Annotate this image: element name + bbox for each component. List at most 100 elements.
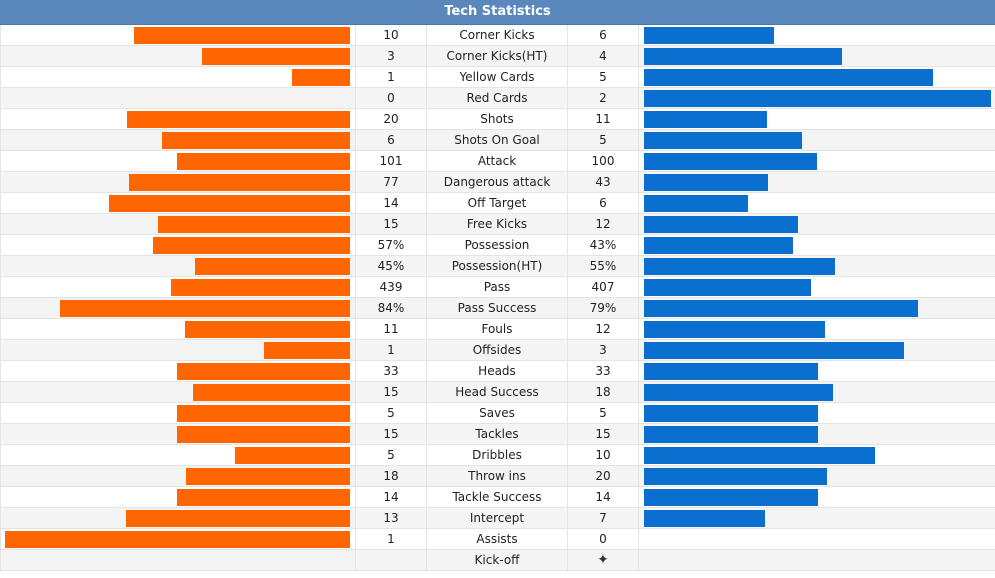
away-value: 5 bbox=[567, 129, 639, 151]
away-bar bbox=[644, 69, 933, 86]
stat-row: 15 Free Kicks 12 bbox=[0, 213, 995, 235]
home-value: 3 bbox=[355, 45, 427, 67]
stat-row: 84% Pass Success 79% bbox=[0, 297, 995, 319]
home-value: 18 bbox=[355, 465, 427, 487]
away-value: 43 bbox=[567, 171, 639, 193]
stat-label: Yellow Cards bbox=[426, 66, 568, 88]
away-bar bbox=[644, 447, 875, 464]
away-bar-cell bbox=[638, 276, 995, 298]
away-value: 10 bbox=[567, 444, 639, 466]
away-bar bbox=[644, 321, 825, 338]
away-bar-cell bbox=[638, 486, 995, 508]
stat-row: 20 Shots 11 bbox=[0, 108, 995, 130]
away-value: 6 bbox=[567, 25, 639, 46]
home-value: 15 bbox=[355, 381, 427, 403]
home-bar-cell bbox=[0, 213, 356, 235]
home-bar-cell bbox=[0, 192, 356, 214]
home-value: 77 bbox=[355, 171, 427, 193]
away-bar bbox=[644, 363, 818, 380]
home-bar bbox=[127, 111, 350, 128]
home-value: 5 bbox=[355, 444, 427, 466]
home-value: 45% bbox=[355, 255, 427, 277]
home-value: 11 bbox=[355, 318, 427, 340]
home-bar-cell bbox=[0, 528, 356, 550]
home-bar-cell bbox=[0, 339, 356, 361]
stats-table: 10 Corner Kicks 6 3 Corner Kicks(HT) 4 1 Yellow… bbox=[0, 25, 995, 571]
home-value: 14 bbox=[355, 486, 427, 508]
home-value: 6 bbox=[355, 129, 427, 151]
stat-label: Red Cards bbox=[426, 87, 568, 109]
home-bar-cell bbox=[0, 255, 356, 277]
home-bar bbox=[60, 300, 350, 317]
away-bar-cell bbox=[638, 66, 995, 88]
home-bar bbox=[177, 153, 350, 170]
away-value: 15 bbox=[567, 423, 639, 445]
away-value: 20 bbox=[567, 465, 639, 487]
stat-label: Offsides bbox=[426, 339, 568, 361]
away-value: 12 bbox=[567, 213, 639, 235]
away-bar bbox=[644, 237, 793, 254]
away-value: 12 bbox=[567, 318, 639, 340]
away-bar-cell bbox=[638, 381, 995, 403]
home-bar bbox=[195, 258, 350, 275]
home-bar bbox=[134, 27, 350, 44]
away-bar bbox=[644, 384, 833, 401]
stat-label: Corner Kicks bbox=[426, 25, 568, 46]
home-bar-cell bbox=[0, 360, 356, 382]
home-value: 57% bbox=[355, 234, 427, 256]
away-bar-cell bbox=[638, 45, 995, 67]
away-bar bbox=[644, 90, 991, 107]
stat-row: 5 Saves 5 bbox=[0, 402, 995, 424]
home-bar bbox=[177, 405, 350, 422]
home-bar bbox=[158, 216, 350, 233]
home-bar bbox=[264, 342, 350, 359]
home-bar-cell bbox=[0, 402, 356, 424]
home-bar-cell bbox=[0, 276, 356, 298]
stat-label: Corner Kicks(HT) bbox=[426, 45, 568, 67]
away-bar bbox=[644, 426, 818, 443]
home-bar-cell bbox=[0, 25, 356, 46]
home-value: 5 bbox=[355, 402, 427, 424]
away-bar bbox=[644, 300, 918, 317]
away-value: 79% bbox=[567, 297, 639, 319]
away-bar-cell bbox=[638, 108, 995, 130]
home-bar-cell bbox=[0, 423, 356, 445]
away-value: 407 bbox=[567, 276, 639, 298]
away-bar bbox=[644, 111, 767, 128]
home-value: 14 bbox=[355, 192, 427, 214]
away-value: 7 bbox=[567, 507, 639, 529]
away-value: 18 bbox=[567, 381, 639, 403]
home-value: 15 bbox=[355, 213, 427, 235]
home-bar-cell bbox=[0, 444, 356, 466]
stat-row: 1 Offsides 3 bbox=[0, 339, 995, 361]
away-bar-cell bbox=[638, 360, 995, 382]
home-bar bbox=[185, 321, 350, 338]
away-bar-cell bbox=[638, 192, 995, 214]
home-bar bbox=[193, 384, 350, 401]
away-bar-cell bbox=[638, 234, 995, 256]
away-value: 11 bbox=[567, 108, 639, 130]
home-value: 13 bbox=[355, 507, 427, 529]
away-bar bbox=[644, 342, 904, 359]
stat-row: 45% Possession(HT) 55% bbox=[0, 255, 995, 277]
stat-label: Free Kicks bbox=[426, 213, 568, 235]
home-value: 15 bbox=[355, 423, 427, 445]
home-value: 1 bbox=[355, 528, 427, 550]
home-bar bbox=[129, 174, 350, 191]
stat-label: Dangerous attack bbox=[426, 171, 568, 193]
stat-row: 1 Assists 0 bbox=[0, 528, 995, 550]
away-bar-cell bbox=[638, 444, 995, 466]
stat-label: Head Success bbox=[426, 381, 568, 403]
home-bar bbox=[162, 132, 350, 149]
away-bar bbox=[644, 258, 835, 275]
away-bar-cell bbox=[638, 318, 995, 340]
home-bar-cell bbox=[0, 129, 356, 151]
stat-row: 10 Corner Kicks 6 bbox=[0, 25, 995, 46]
stat-label: Throw ins bbox=[426, 465, 568, 487]
stat-row: 15 Tackles 15 bbox=[0, 423, 995, 445]
stat-row: 57% Possession 43% bbox=[0, 234, 995, 256]
away-bar-cell bbox=[638, 297, 995, 319]
stat-row: 15 Head Success 18 bbox=[0, 381, 995, 403]
stat-row: 14 Off Target 6 bbox=[0, 192, 995, 214]
stat-label: Shots bbox=[426, 108, 568, 130]
